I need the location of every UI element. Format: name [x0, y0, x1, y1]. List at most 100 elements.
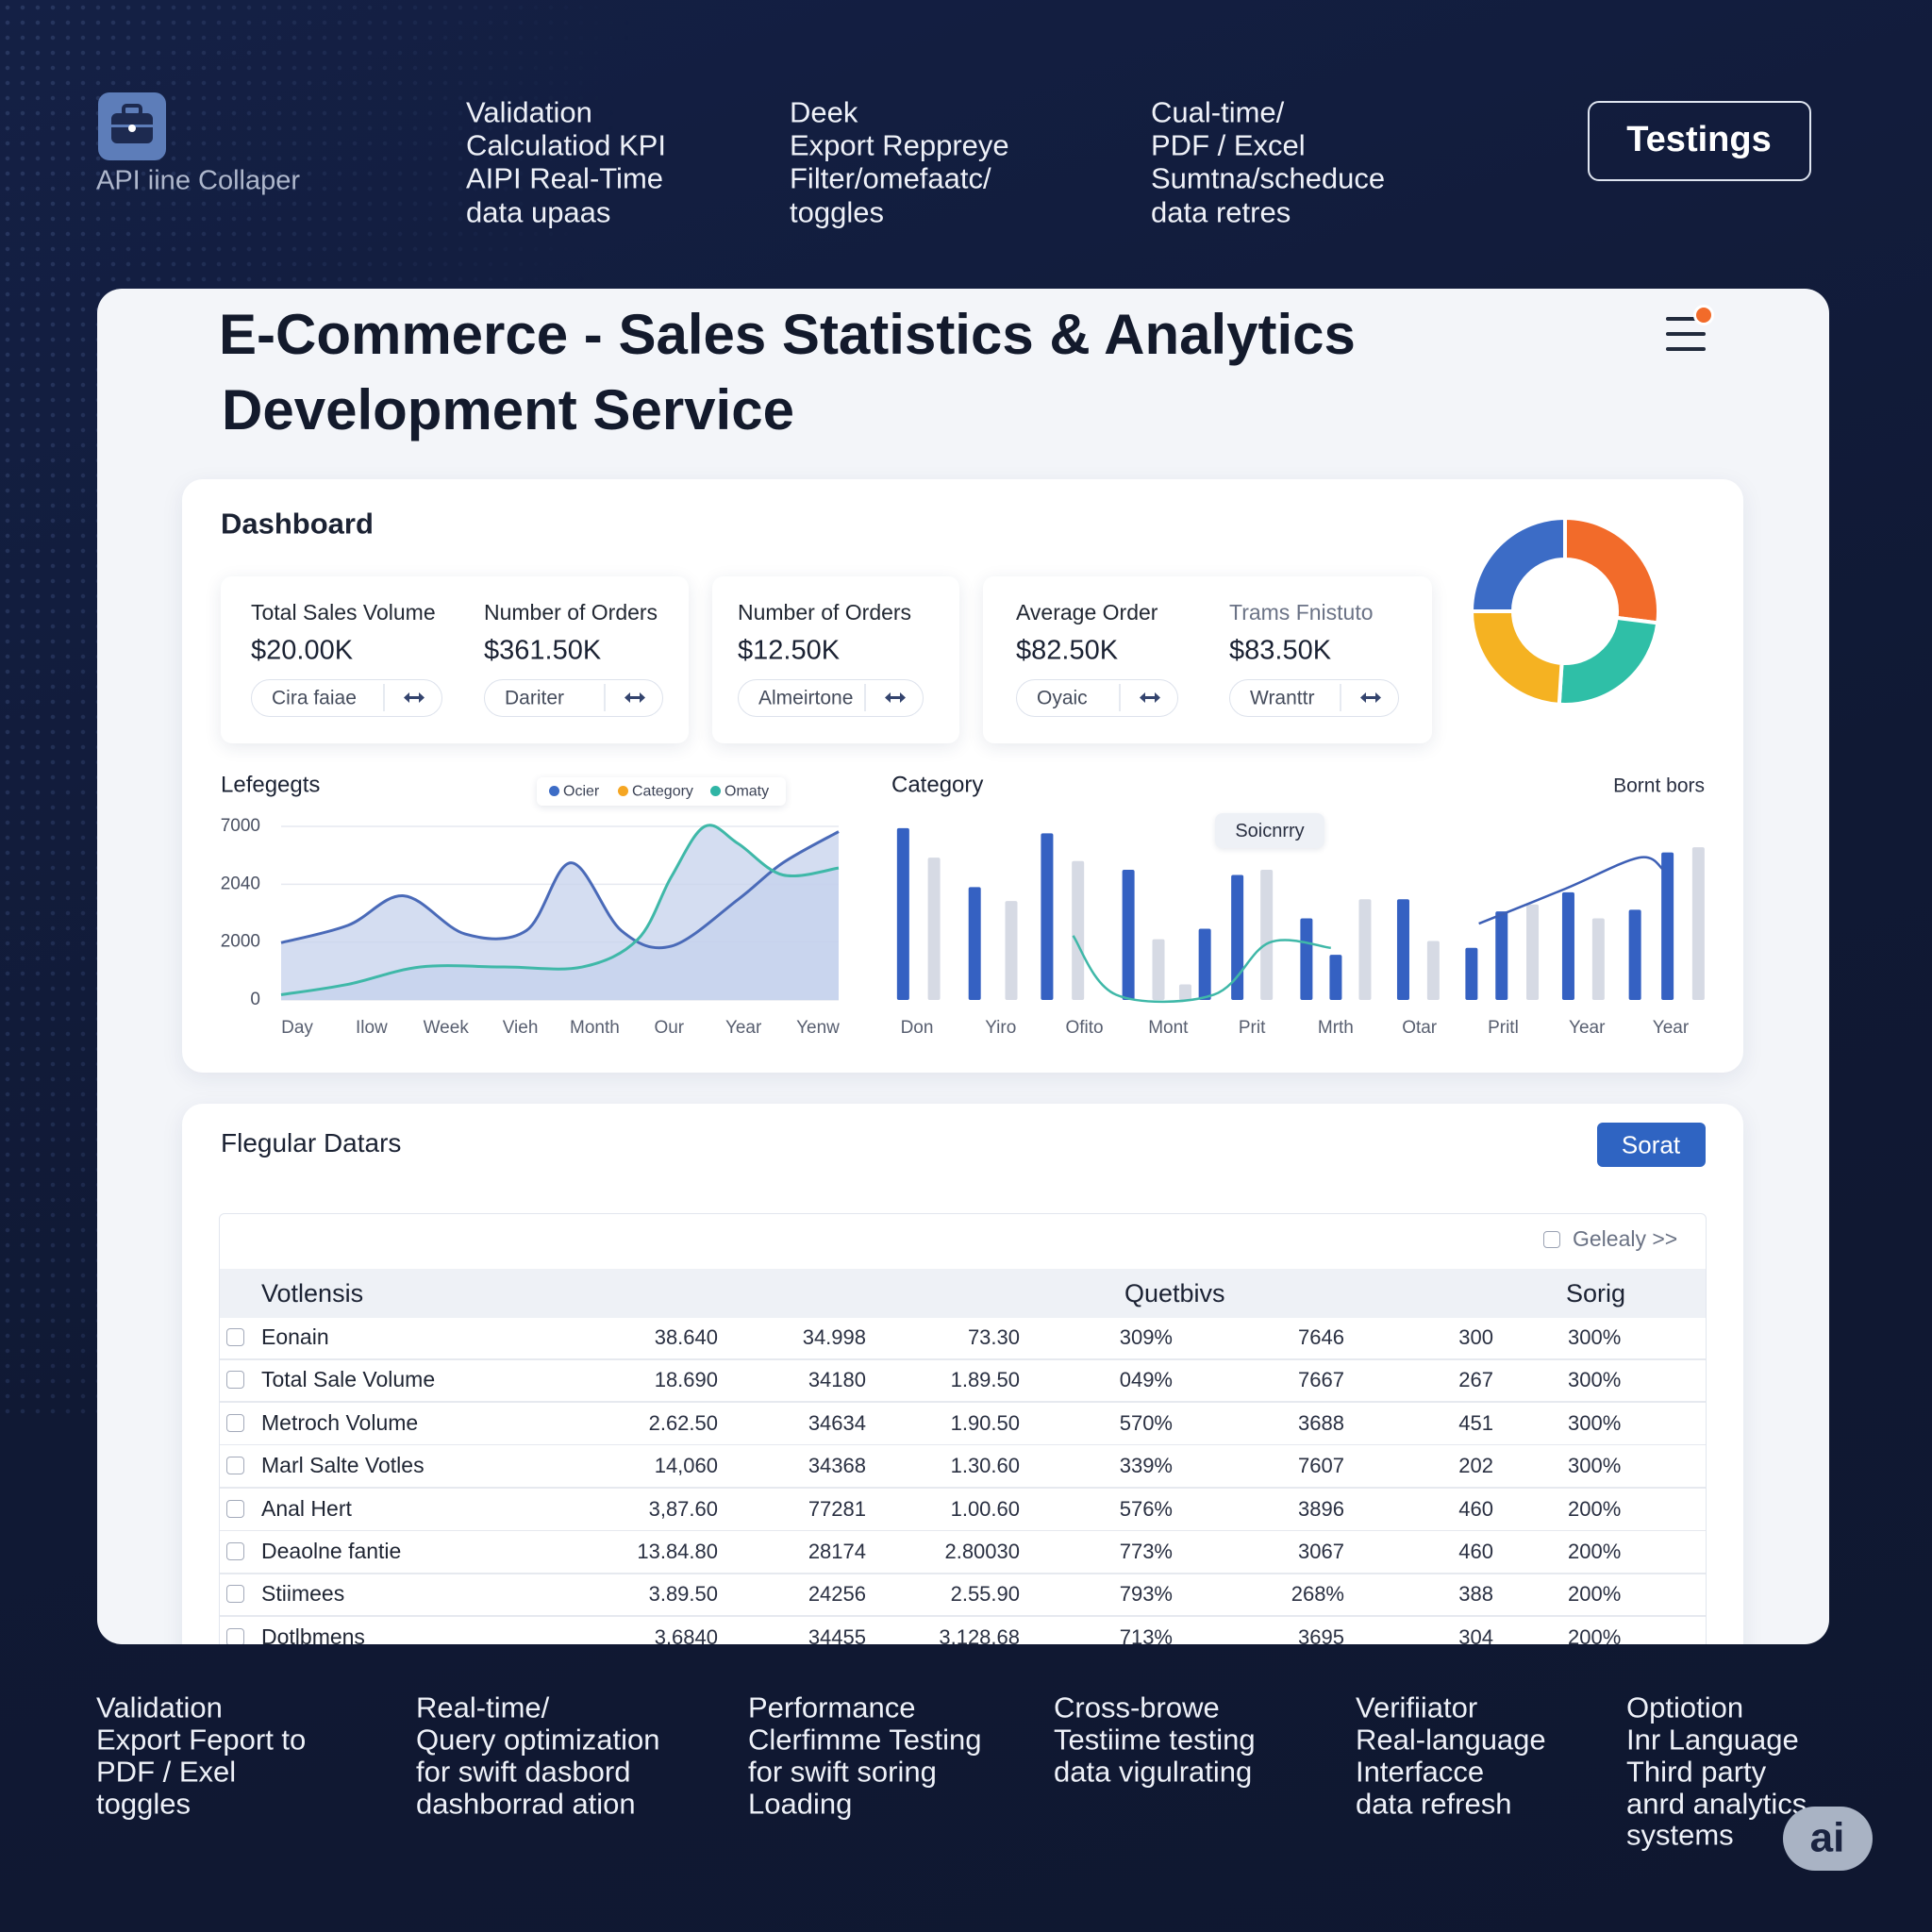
cell: 1.30.60	[950, 1453, 1020, 1477]
legend-dot	[549, 786, 559, 796]
pill-label: Almeirtone	[758, 687, 854, 709]
badge-label: ai	[1809, 1814, 1845, 1861]
footer-text: Validation	[96, 1690, 223, 1724]
testings-button[interactable]	[1588, 101, 1811, 181]
nav-text: Deek	[790, 95, 858, 129]
kpi-label: Total Sales Volume	[251, 600, 436, 625]
column-header: Sorig	[1566, 1278, 1626, 1307]
row-name: Eonain	[261, 1324, 329, 1350]
row-name: Total Sale Volume	[261, 1367, 436, 1392]
cell: 460	[1458, 1539, 1493, 1563]
row-divider	[220, 1487, 1706, 1489]
cell: 576%	[1119, 1496, 1173, 1521]
cell: 200%	[1568, 1582, 1622, 1607]
nav-text: Sumtna/scheduce	[1151, 161, 1386, 195]
table-header-row	[220, 1269, 1706, 1318]
footer-text: Real-language	[1356, 1723, 1546, 1757]
kpi-pill[interactable]	[1229, 679, 1399, 717]
legend-dot	[618, 786, 628, 796]
cell: 3688	[1298, 1410, 1344, 1435]
cell: 34180	[808, 1368, 866, 1392]
pill-label: Oyaic	[1037, 687, 1088, 709]
footer-text: for swift dasbord	[416, 1755, 631, 1789]
filter-label[interactable]: Gelealy >>	[1573, 1226, 1678, 1252]
kpi-pill[interactable]	[484, 679, 663, 717]
row-checkbox[interactable]	[226, 1371, 244, 1390]
cell: 1.89.50	[950, 1368, 1020, 1392]
cell: 7607	[1298, 1453, 1344, 1477]
nav-text: AIPI Real-Time	[466, 161, 664, 195]
chart-title: Lefegegts	[221, 772, 321, 798]
cell: 3.89.50	[648, 1582, 718, 1607]
cell: 300%	[1568, 1324, 1622, 1349]
footer-text: PDF / Exel	[96, 1755, 237, 1789]
footer-text: Clerfimme Testing	[748, 1723, 982, 1757]
cell: 3067	[1298, 1539, 1344, 1563]
sort-button[interactable]	[1597, 1123, 1706, 1167]
cell: 24256	[808, 1582, 866, 1607]
footer-text: Inr Language	[1626, 1723, 1799, 1757]
cell: 2.80030	[944, 1539, 1020, 1563]
row-divider	[220, 1573, 1706, 1574]
app-icon	[98, 92, 166, 160]
chart-title: Category	[891, 772, 984, 798]
row-checkbox[interactable]	[226, 1413, 244, 1432]
footer-text: systems	[1626, 1818, 1734, 1852]
cell: 200%	[1568, 1496, 1622, 1521]
cell: 13.84.80	[637, 1539, 718, 1563]
chart-corner-label: Bornt bors	[1613, 774, 1705, 797]
cell: 18.690	[654, 1368, 718, 1392]
footer-text: data refresh	[1356, 1787, 1512, 1821]
cell: 570%	[1119, 1410, 1173, 1435]
nav-text: PDF / Excel	[1151, 128, 1306, 162]
nav-text: toggles	[790, 195, 884, 229]
row-checkbox[interactable]	[226, 1585, 244, 1604]
column-header: Quetbivs	[1124, 1278, 1225, 1307]
cell: 28174	[808, 1539, 866, 1563]
cell: 1.90.50	[950, 1410, 1020, 1435]
row-name: Marl Salte Votles	[261, 1453, 425, 1478]
row-name: Anal Hert	[261, 1495, 352, 1521]
nav-text: Calculatiod KPI	[466, 128, 666, 162]
nav-text: Cual-time/	[1151, 95, 1285, 129]
footer-text: dashborrad ation	[416, 1787, 636, 1821]
button-label: Testings	[1626, 120, 1772, 160]
kpi-pill[interactable]	[251, 679, 442, 717]
menu-bar	[1666, 347, 1706, 351]
kpi-label: Number of Orders	[738, 600, 912, 625]
row-checkbox[interactable]	[226, 1328, 244, 1346]
kpi-value: $361.50K	[484, 635, 602, 666]
row-checkbox[interactable]	[226, 1499, 244, 1518]
footer-text: Loading	[748, 1787, 853, 1821]
kpi-label: Average Order	[1016, 600, 1158, 625]
kpi-pill[interactable]	[1016, 679, 1178, 717]
table-clip: Flegular Datars Sorat Gelealy >> Votlensis Q…	[182, 1104, 1743, 1644]
cell: 793%	[1119, 1582, 1173, 1607]
page-title: Development Service	[222, 378, 794, 441]
cell: 304	[1458, 1624, 1493, 1644]
row-divider	[220, 1529, 1706, 1532]
kpi-label: Number of Orders	[484, 600, 658, 625]
row-divider	[220, 1615, 1706, 1617]
notification-dot	[1693, 305, 1714, 325]
footer-text: toggles	[96, 1787, 191, 1821]
cell: 2.62.50	[648, 1410, 718, 1435]
cell: 202	[1458, 1453, 1493, 1477]
filter-checkbox[interactable]	[1543, 1231, 1560, 1248]
footer-text: Verifiiator	[1356, 1690, 1478, 1724]
row-checkbox[interactable]	[226, 1457, 244, 1475]
cell: 3695	[1298, 1624, 1344, 1644]
swap-icon	[383, 684, 425, 711]
swap-icon	[864, 684, 906, 711]
row-checkbox[interactable]	[226, 1627, 244, 1644]
nav-text: Validation	[466, 95, 592, 129]
kpi-pill[interactable]	[738, 679, 924, 717]
footer-text: Real-time/	[416, 1690, 550, 1724]
cell: 34.998	[802, 1324, 866, 1349]
footer-text: anrd analytics	[1626, 1787, 1807, 1821]
row-checkbox[interactable]	[226, 1542, 244, 1560]
kpi-value: $12.50K	[738, 635, 841, 666]
tooltip	[1215, 813, 1324, 848]
cell: 267	[1458, 1368, 1493, 1392]
swap-icon	[1340, 684, 1381, 711]
